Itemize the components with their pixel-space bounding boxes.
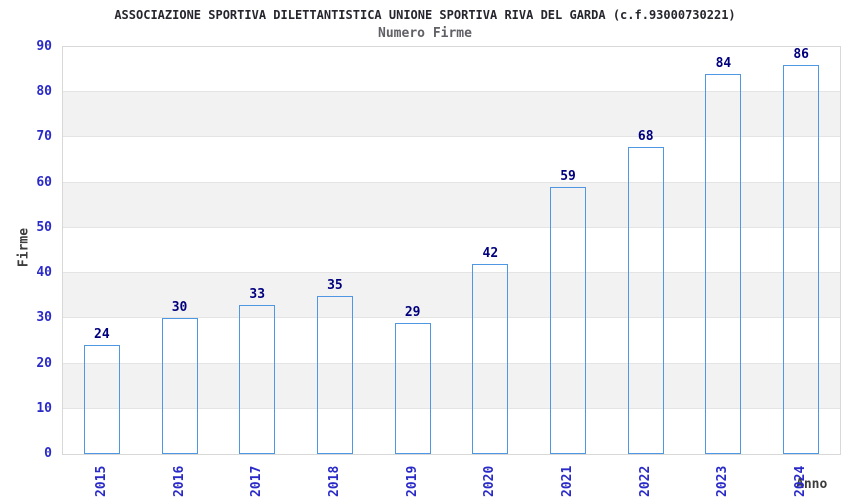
x-tick-label: 2016 [171,465,187,497]
y-tick-label: 70 [36,129,52,145]
gridline [63,272,840,274]
bar-value-label: 33 [249,286,266,302]
bar-value-label: 29 [404,304,421,320]
x-tick-label: 2019 [404,465,420,497]
grid-band [63,408,840,454]
bar-2018 [316,295,353,454]
y-tick-label: 60 [36,174,52,190]
gridline [63,362,840,364]
bar-2023 [705,74,742,454]
x-axis-title: Anno [796,477,828,492]
bar-value-label: 30 [171,300,188,316]
x-tick-label: 2023 [715,465,731,497]
bar-2021 [550,187,587,454]
y-tick-label: 50 [36,219,52,235]
grid-band [63,92,840,138]
y-tick-label: 20 [36,355,52,371]
x-tick-label: 2024 [793,465,809,497]
bar-2024 [783,65,820,454]
grid-band [63,47,840,93]
bar-2016 [161,318,198,454]
bar-2022 [627,146,664,454]
bar-2015 [83,345,120,454]
grid-band [63,363,840,409]
x-tick-label: 2017 [249,465,265,497]
grid-band [63,137,840,183]
bar-value-label: 24 [94,327,110,343]
x-tick-label: 2015 [93,465,109,497]
x-tick-label: 2020 [482,465,498,497]
bar-value-label: 84 [715,56,732,72]
grid-band [63,318,840,364]
bar-value-label: 86 [793,47,809,63]
grid-band [63,273,840,319]
y-tick-label: 80 [36,84,52,100]
grid-band [63,182,840,228]
chart-subtitle: Numero Firme [378,26,472,41]
bar-2020 [472,264,509,454]
bar-value-label: 42 [482,246,499,262]
bar-value-label: 68 [637,128,654,144]
gridline [63,136,840,138]
gridline [63,226,840,228]
bar-value-label: 59 [560,169,576,185]
bar-2019 [394,322,431,454]
y-tick-label: 90 [36,39,52,54]
y-tick-label: 0 [44,446,52,461]
y-tick-label: 10 [36,400,52,416]
bar-2017 [239,304,276,454]
x-tick-label: 2022 [637,465,653,497]
grid-band [63,227,840,274]
y-tick-label: 30 [36,310,52,326]
y-tick-label: 40 [36,265,52,281]
plot-area: 24 30 33 35 29 42 59 68 84 86 [62,46,841,455]
gridline [63,407,840,409]
x-tick-label: 2021 [560,465,576,497]
gridline [63,91,840,93]
bar-value-label: 35 [327,277,343,293]
gridline [63,181,840,183]
gridline [63,317,840,319]
chart-title: ASSOCIAZIONE SPORTIVA DILETTANTISTICA UN… [114,8,736,22]
x-tick-label: 2018 [326,465,342,497]
